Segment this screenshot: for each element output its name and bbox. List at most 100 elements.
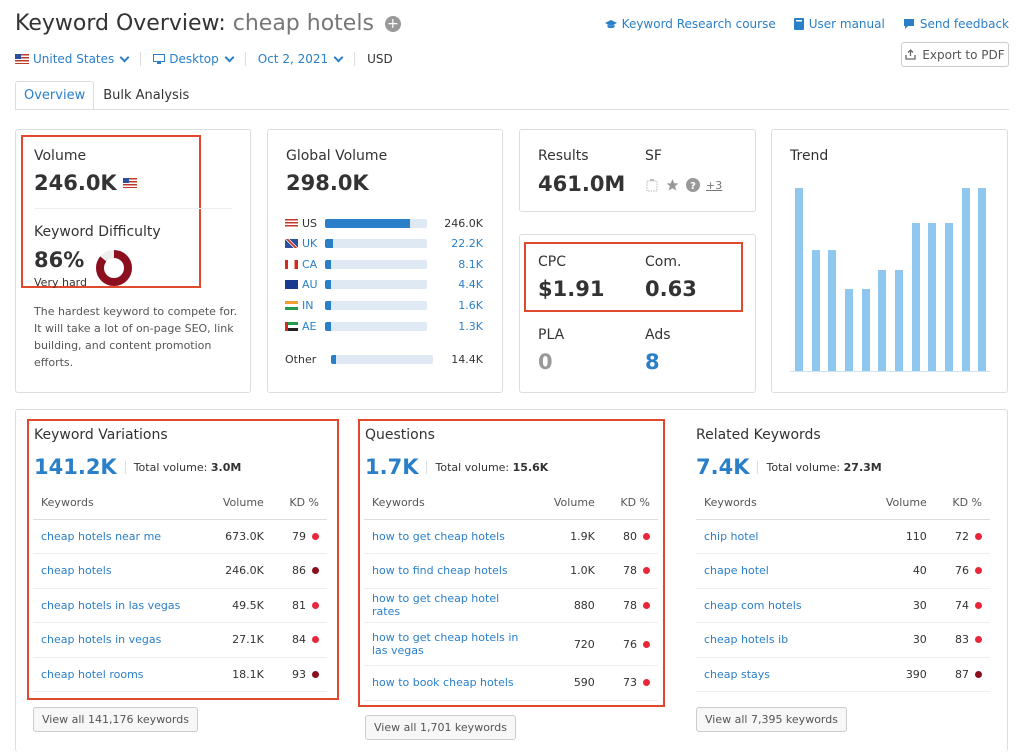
device-value: Desktop bbox=[169, 52, 219, 66]
question-icon: ? bbox=[686, 178, 700, 192]
country-volume: 4.4K bbox=[458, 278, 483, 292]
volume-cell: 246.0K bbox=[203, 553, 272, 589]
kd-dot-icon bbox=[643, 679, 650, 687]
country-volume: 22.2K bbox=[451, 237, 483, 251]
volume-cell: 590 bbox=[534, 665, 603, 701]
volume-cell: 30 bbox=[866, 588, 935, 623]
total-value: 15.6K bbox=[512, 460, 549, 474]
kd-ring bbox=[96, 250, 132, 286]
country-code-text: AE bbox=[302, 319, 317, 333]
kd-value: 81 bbox=[292, 598, 306, 612]
country-code[interactable]: IN bbox=[285, 299, 325, 312]
us-flag-icon bbox=[122, 178, 137, 188]
keyword-link[interactable]: cheap hotels near me bbox=[33, 519, 203, 554]
volume-value: 246.0K bbox=[34, 171, 117, 195]
volume-column-header[interactable]: Volume bbox=[534, 487, 603, 520]
user-manual-link[interactable]: User manual bbox=[793, 17, 885, 31]
country-code-text: US bbox=[302, 216, 318, 230]
kd-column-header[interactable]: KD % bbox=[934, 487, 990, 520]
highlight-box bbox=[358, 419, 665, 707]
view-all-related-button[interactable]: View all 7,395 keywords bbox=[696, 707, 847, 732]
volume-label: Volume bbox=[34, 148, 87, 164]
kd-value: 86% bbox=[34, 248, 85, 272]
volume-bar bbox=[325, 300, 427, 310]
speech-bubble-icon bbox=[903, 19, 914, 29]
send-feedback-link[interactable]: Send feedback bbox=[903, 17, 1009, 31]
volume-bar-fill bbox=[325, 218, 410, 228]
device-select[interactable]: Desktop bbox=[153, 52, 246, 66]
volume-column-header[interactable]: Volume bbox=[203, 487, 272, 520]
country-select[interactable]: United States bbox=[15, 52, 142, 66]
keyword-link[interactable]: how to book cheap hotels bbox=[364, 665, 534, 701]
trend-bar bbox=[895, 270, 903, 371]
country-code[interactable]: AU bbox=[285, 278, 325, 291]
country-code[interactable]: AE bbox=[285, 320, 325, 333]
kd-cell: 74 bbox=[934, 588, 990, 623]
volume-bar-fill bbox=[325, 239, 334, 249]
keyword-link[interactable]: cheap hotel rooms bbox=[33, 657, 203, 692]
volume-column-header[interactable]: Volume bbox=[866, 487, 935, 520]
kd-column-header[interactable]: KD % bbox=[271, 487, 327, 520]
title-keyword: cheap hotels bbox=[232, 11, 374, 36]
kd-value: 74 bbox=[955, 598, 969, 612]
keyword-link[interactable]: cheap hotels in las vegas bbox=[33, 588, 203, 623]
pla-value: 0 bbox=[538, 350, 553, 374]
keyword-link[interactable]: chape hotel bbox=[696, 553, 866, 589]
building-icon bbox=[646, 179, 658, 192]
keyword-link[interactable]: how to get cheap hotels bbox=[364, 519, 534, 554]
svg-text:?: ? bbox=[690, 181, 696, 192]
us-flag-icon bbox=[285, 218, 298, 228]
keyword-link[interactable]: cheap hotels ib bbox=[696, 622, 866, 658]
volume-bar bbox=[325, 321, 427, 331]
keyword-link[interactable]: cheap stays bbox=[696, 657, 866, 692]
keyword-research-course-label: Keyword Research course bbox=[621, 17, 776, 31]
ae-flag-icon bbox=[285, 321, 298, 331]
keyword-link[interactable]: cheap hotels in vegas bbox=[33, 622, 203, 658]
country-code[interactable]: UK bbox=[285, 237, 325, 250]
keywords-column-header[interactable]: Keywords bbox=[364, 487, 534, 520]
kd-cell: 93 bbox=[271, 657, 327, 692]
graduation-cap-icon bbox=[604, 19, 617, 28]
trend-bar bbox=[795, 188, 803, 371]
export-pdf-label: Export to PDF bbox=[922, 47, 1005, 62]
keyword-link[interactable]: how to get cheap hotels in las vegas bbox=[364, 622, 534, 666]
tab-overview[interactable]: Overview bbox=[15, 81, 95, 109]
kd-value: 79 bbox=[292, 529, 306, 543]
kd-column-header[interactable]: KD % bbox=[602, 487, 658, 520]
volume-bar-fill bbox=[325, 280, 332, 290]
export-pdf-button[interactable]: Export to PDF bbox=[901, 42, 1009, 67]
volume-bar-fill bbox=[331, 354, 337, 364]
kd-dot-icon bbox=[643, 567, 650, 575]
date-select[interactable]: Oct 2, 2021 bbox=[257, 52, 356, 66]
keyword-link[interactable]: cheap hotels bbox=[33, 553, 203, 589]
keyword-research-course-link[interactable]: Keyword Research course bbox=[604, 17, 776, 31]
keyword-link[interactable]: how to find cheap hotels bbox=[364, 553, 534, 589]
sf-more-link[interactable]: +3 bbox=[706, 178, 723, 192]
star-icon bbox=[666, 179, 679, 191]
view-all-variations-button[interactable]: View all 141,176 keywords bbox=[33, 707, 198, 732]
view-all-questions-button[interactable]: View all 1,701 keywords bbox=[365, 715, 516, 740]
keyword-link[interactable]: cheap com hotels bbox=[696, 588, 866, 623]
questions-table: Keywords Volume KD % how to get cheap hotel… bbox=[364, 487, 658, 701]
keywords-column-header[interactable]: Keywords bbox=[696, 487, 866, 520]
related-count: 7.4K bbox=[696, 455, 750, 479]
total-label: Total volume: bbox=[766, 460, 841, 474]
questions-count: 1.7K bbox=[365, 455, 419, 479]
keyword-link[interactable]: chip hotel bbox=[696, 519, 866, 554]
volume-bar bbox=[325, 259, 427, 269]
total-label: Total volume: bbox=[133, 460, 208, 474]
kd-dot-icon bbox=[975, 532, 982, 540]
total-value: 3.0M bbox=[210, 460, 242, 474]
trend-bar bbox=[928, 222, 937, 371]
global-volume-list: US 246.0K UK 22.2K CA 8.1K AU 4.4K IN 1.6K AE 1.3K O… bbox=[267, 216, 503, 376]
add-icon[interactable]: + bbox=[384, 16, 401, 32]
keywords-column-header[interactable]: Keywords bbox=[33, 487, 203, 520]
variations-summary: 141.2K Total volume: 3.0M bbox=[34, 455, 241, 479]
date-value: Oct 2, 2021 bbox=[257, 52, 329, 66]
tab-bar: Overview Bulk Analysis bbox=[15, 81, 198, 109]
keyword-link[interactable]: how to get cheap hotel rates bbox=[364, 588, 534, 623]
divider bbox=[34, 208, 232, 209]
country-code[interactable]: CA bbox=[285, 258, 325, 271]
other-row: Other 14.4K bbox=[285, 352, 485, 366]
tab-bulk-analysis[interactable]: Bulk Analysis bbox=[103, 88, 190, 103]
